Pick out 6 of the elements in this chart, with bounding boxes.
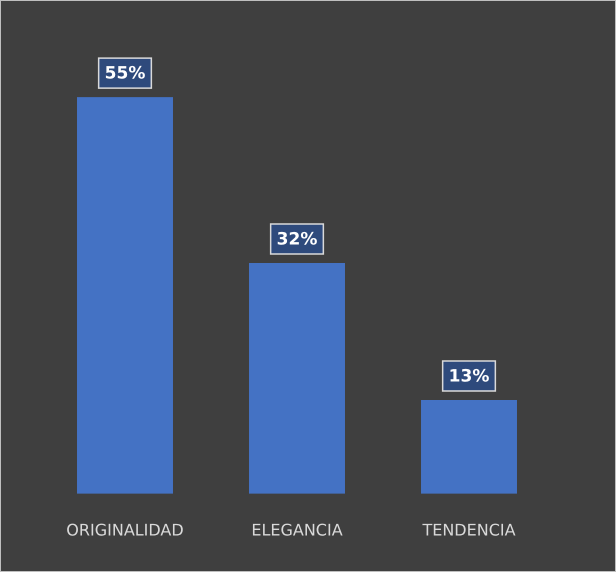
x-tick-label: TENDENCIA [421, 520, 516, 540]
data-label: 55% [104, 63, 146, 84]
x-tick-label: ELEGANCIA [251, 520, 343, 540]
data-label: 13% [448, 366, 490, 386]
data-label: 32% [276, 229, 318, 250]
x-tick-label: ORIGINALIDAD [66, 520, 184, 540]
